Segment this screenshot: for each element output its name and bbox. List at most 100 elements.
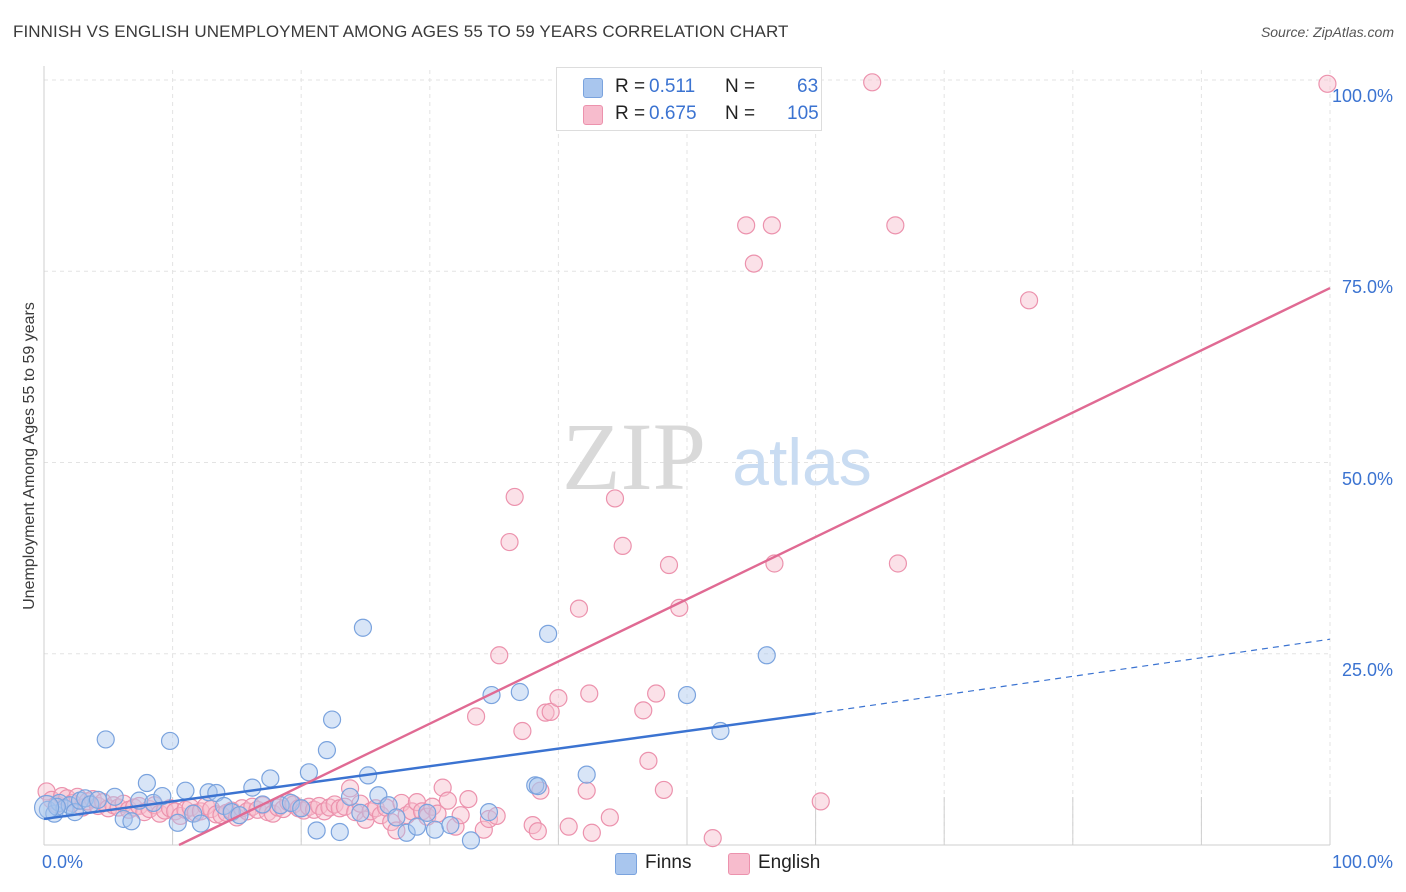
finns-point: [33, 794, 60, 821]
english-point: [605, 489, 625, 508]
finns-point: [47, 797, 66, 816]
finns-point: [307, 821, 326, 840]
english-point: [490, 646, 509, 665]
watermark-atlas: atlas: [732, 425, 871, 499]
finns-points: [33, 618, 776, 850]
english-point: [582, 823, 601, 842]
english-point: [549, 689, 568, 708]
english-point: [528, 822, 547, 841]
finns-point: [292, 799, 311, 818]
english-point: [886, 216, 905, 235]
english-point: [634, 701, 653, 720]
english-point: [744, 254, 763, 273]
finns-point: [510, 682, 529, 702]
english-point: [659, 555, 679, 575]
finns-point: [176, 781, 195, 800]
chart-title: FINNISH VS ENGLISH UNEMPLOYMENT AMONG AG…: [13, 22, 789, 41]
legend-r-label: R =: [615, 76, 646, 97]
english-point: [762, 216, 781, 235]
english-point: [459, 789, 478, 809]
finns-swatch: [583, 78, 603, 98]
finns-point: [191, 814, 210, 833]
english-point: [613, 536, 632, 555]
english-point: [577, 781, 596, 800]
trendlines: [43, 286, 1331, 847]
english-point: [811, 792, 830, 811]
finns-point: [168, 813, 187, 832]
watermark: ZIP atlas: [562, 403, 872, 510]
finns-point: [281, 793, 301, 813]
y-tick-label: 50.0%: [1341, 468, 1393, 489]
legend-r-label: R =: [615, 103, 646, 124]
english-point: [580, 684, 599, 703]
finns-legend-swatch: [615, 853, 637, 875]
english-point: [703, 829, 722, 848]
x-tick-label: 100.0%: [1331, 852, 1393, 872]
finns-point: [528, 776, 547, 796]
english-point: [639, 751, 658, 770]
english-point: [1318, 74, 1337, 93]
finns-legend-label: Finns: [645, 852, 692, 873]
legend-n-value: 63: [797, 76, 819, 97]
finns-point: [677, 685, 697, 705]
finns-point: [418, 803, 437, 822]
source-label: Source: ZipAtlas.com: [1260, 24, 1394, 40]
finns-point: [122, 812, 141, 831]
finns-point: [160, 731, 180, 751]
finns-trendline: [43, 712, 816, 821]
finns-point: [425, 820, 445, 839]
english-point: [513, 721, 532, 741]
finns-point: [479, 803, 499, 822]
finns-point: [757, 646, 776, 665]
y-tick-label: 100.0%: [1331, 86, 1393, 106]
finns-point: [353, 618, 373, 637]
english-trendline: [178, 286, 1331, 847]
english-point: [888, 554, 908, 573]
legend-n-value: 105: [787, 103, 819, 124]
finns-point: [243, 778, 262, 797]
y-tick-label: 75.0%: [1341, 277, 1393, 298]
finns-point: [88, 790, 108, 809]
x-tick-label: 0.0%: [42, 852, 84, 872]
finns-point: [340, 787, 360, 806]
finns-point: [330, 822, 349, 842]
english-point: [536, 703, 555, 722]
finns-point: [441, 816, 460, 835]
english-point: [438, 791, 457, 810]
english-point: [541, 702, 560, 721]
finns-point: [105, 787, 124, 806]
grid: [43, 66, 1331, 846]
finns-point: [577, 765, 596, 784]
y-tick-label: 25.0%: [1341, 659, 1393, 680]
finns-point: [137, 773, 156, 793]
legend-n-label: N =: [725, 103, 756, 124]
english-point: [505, 487, 524, 507]
english-point: [737, 216, 756, 235]
finns-point: [317, 741, 337, 760]
finns-point: [351, 803, 370, 822]
english-point: [150, 804, 169, 823]
legend-r-value: 0.675: [649, 103, 697, 124]
finns-point: [407, 817, 427, 836]
english-point: [466, 707, 486, 726]
finns-point: [539, 624, 558, 643]
english-point: [654, 780, 673, 800]
english-point: [1019, 291, 1039, 310]
watermark-zip: ZIP: [562, 403, 706, 510]
finns-point: [96, 730, 115, 749]
legend: R = 0.511 N = 63 R = 0.675 N = 105: [556, 67, 822, 131]
legend-n-label: N =: [725, 76, 756, 97]
english-legend-swatch: [728, 853, 750, 875]
finns-point: [261, 769, 280, 788]
finns-point: [461, 831, 481, 850]
y-axis-label: Unemployment Among Ages 55 to 59 years: [21, 302, 38, 610]
english-point: [569, 599, 589, 618]
english-point: [647, 684, 666, 703]
finns-trendline-extension: [815, 638, 1331, 715]
english-point: [320, 798, 339, 817]
english-swatch: [583, 105, 603, 125]
english-point: [335, 797, 355, 816]
english-point: [474, 820, 493, 839]
finns-point: [153, 786, 172, 806]
english-point: [559, 817, 578, 836]
